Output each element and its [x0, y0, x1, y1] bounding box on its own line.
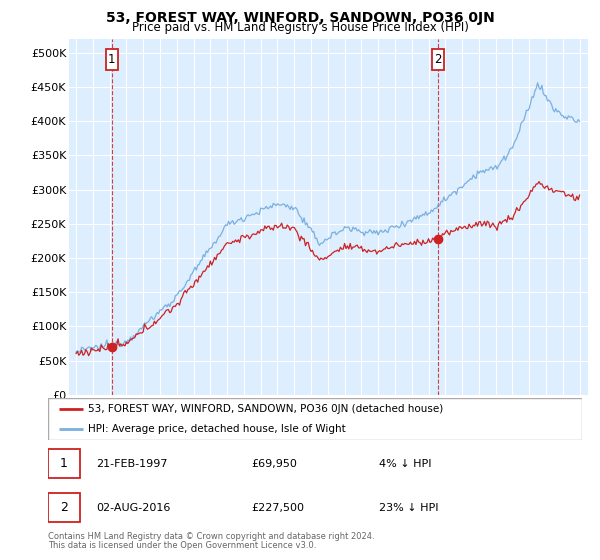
Text: 23% ↓ HPI: 23% ↓ HPI [379, 503, 439, 513]
Bar [433, 49, 444, 70]
Text: 1: 1 [108, 53, 115, 66]
Text: 1: 1 [60, 458, 68, 470]
Text: 53, FOREST WAY, WINFORD, SANDOWN, PO36 0JN (detached house): 53, FOREST WAY, WINFORD, SANDOWN, PO36 0… [88, 404, 443, 414]
Text: 2: 2 [434, 53, 442, 66]
Text: 02-AUG-2016: 02-AUG-2016 [96, 503, 170, 513]
Text: 21-FEB-1997: 21-FEB-1997 [96, 459, 167, 469]
FancyBboxPatch shape [48, 398, 582, 440]
Text: 53, FOREST WAY, WINFORD, SANDOWN, PO36 0JN: 53, FOREST WAY, WINFORD, SANDOWN, PO36 0… [106, 11, 494, 25]
Bar [106, 49, 118, 70]
FancyBboxPatch shape [48, 493, 80, 522]
Text: This data is licensed under the Open Government Licence v3.0.: This data is licensed under the Open Gov… [48, 541, 316, 550]
Text: Price paid vs. HM Land Registry's House Price Index (HPI): Price paid vs. HM Land Registry's House … [131, 21, 469, 34]
Text: £69,950: £69,950 [251, 459, 297, 469]
Text: 4% ↓ HPI: 4% ↓ HPI [379, 459, 431, 469]
Text: £227,500: £227,500 [251, 503, 304, 513]
Text: HPI: Average price, detached house, Isle of Wight: HPI: Average price, detached house, Isle… [88, 424, 346, 434]
Text: Contains HM Land Registry data © Crown copyright and database right 2024.: Contains HM Land Registry data © Crown c… [48, 532, 374, 541]
FancyBboxPatch shape [48, 449, 80, 478]
Text: 2: 2 [60, 501, 68, 514]
